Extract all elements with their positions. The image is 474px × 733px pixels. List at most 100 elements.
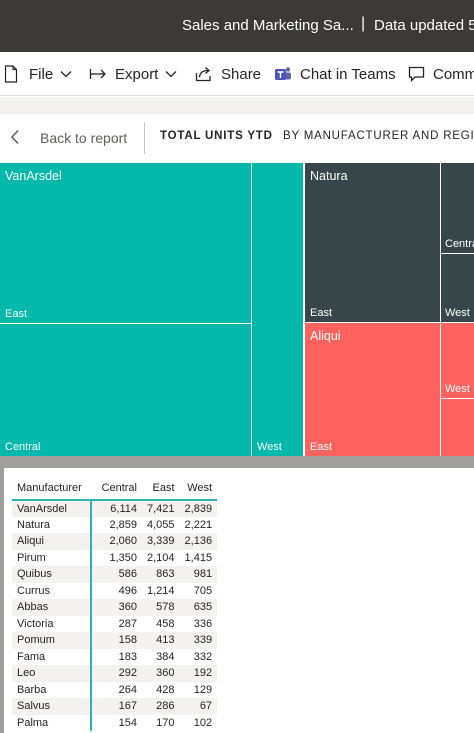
table-row: Currus 496 1,214 705 [12,582,217,599]
export-menu-button[interactable]: Export [89,63,177,85]
value-cell: 129 [193,683,213,696]
treemap-label-aliqui-west: West [445,383,470,395]
visual-title-total-units: TOTAL UNITS YTD [160,130,273,142]
table-row: Pomum 158 413 339 [12,632,218,649]
manufacturer-cell: Leo [12,665,92,682]
nav-divider [144,122,145,154]
manufacturer-cell: Palma [12,714,92,731]
treemap-label-natura-central: Centra [445,238,474,250]
value-cell: 67 [199,700,213,713]
value-cell: 413 [156,634,175,647]
value-cell: 360 [118,601,137,614]
manufacturer-cell: Pirum [12,549,92,566]
value-cell: 2,859 [109,518,137,531]
column-header-manufacturer[interactable]: Manufacturer [17,481,82,494]
treemap-cell-vanarsdel-central[interactable]: Central [0,324,251,456]
value-cell: 167 [118,700,137,713]
treemap-cell-vanarsdel-west[interactable]: West [252,163,303,456]
treemap-label-natura-west: West [445,307,470,319]
back-to-report-label: Back to report [40,130,128,146]
value-cell: 336 [193,617,213,630]
value-cell: 705 [193,584,213,597]
table-row: Natura 2,859 4,055 2,221 [12,516,217,533]
teams-icon [274,65,292,83]
value-cell: 586 [118,568,137,581]
manufacturer-cell: Barba [12,681,92,698]
value-cell: 7,421 [147,502,175,515]
value-cell: 170 [156,716,175,729]
file-label: File [29,65,54,83]
treemap-chart: VanArsdel East Central West Natura East … [0,163,474,456]
manufacturer-cell: Salvus [12,698,92,715]
back-to-report-button[interactable]: Back to report [10,126,127,150]
value-cell: 2,839 [184,502,213,515]
chevron-left-icon [10,129,20,148]
value-cell: 496 [118,584,137,597]
file-menu-button[interactable]: File [4,63,72,85]
value-cell: 635 [193,601,213,614]
treemap-cell-vanarsdel-east[interactable]: VanArsdel East [0,163,251,323]
column-header-east[interactable]: East [152,481,175,494]
value-cell: 2,060 [109,535,137,548]
comment-button[interactable]: Comm [408,63,474,85]
table-row: Palma 154 170 102 [12,714,217,731]
treemap-label-natura-east: East [310,307,333,319]
value-cell: 2,136 [184,535,213,548]
table-row: Salvus 167 286 67 [12,698,218,715]
manufacturer-cell: Currus [12,582,92,599]
table-body: VanArsdel 6,114 7,421 2,839 Natura 2,859 4,055… [12,500,218,731]
treemap-cell-natura-west[interactable]: West [441,254,474,322]
chevron-down-icon [60,70,72,78]
value-cell: 102 [193,716,213,729]
table-row: Abbas 360 578 635 [12,599,218,616]
treemap-cell-aliqui-east[interactable]: Aliqui East [305,323,440,456]
treemap-cell-aliqui-central[interactable] [441,399,474,456]
value-cell: 578 [156,601,175,614]
value-cell: 339 [193,634,213,647]
column-header-west[interactable]: West [187,481,213,494]
treemap-label-aliqui-east: East [310,441,333,453]
manufacturer-cell: Aliqui [12,533,92,550]
treemap-label-aliqui: Aliqui [310,329,341,343]
value-cell: 360 [156,667,175,680]
table-row: Leo 292 360 192 [12,665,218,682]
treemap-label-natura: Natura [310,169,348,183]
value-cell: 183 [118,650,137,663]
table-row: Quibus 586 863 981 [12,566,218,583]
table-header-row: Manufacturer Central East West [12,476,218,500]
chat-in-teams-button[interactable]: Chat in Teams [274,63,396,85]
column-header-central[interactable]: Central [101,481,137,494]
treemap-label-vanarsdel-central: Central [5,441,41,453]
value-cell: 384 [156,650,175,663]
comment-icon [408,66,425,82]
table-row: VanArsdel 6,114 7,421 2,839 [12,500,218,517]
value-cell: 154 [118,716,137,729]
value-cell: 428 [156,683,175,696]
comment-label: Comm [433,65,474,83]
share-button[interactable]: Share [195,63,261,85]
table-row: Pirum 1,350 2,104 1,415 [12,549,217,566]
treemap-label-vanarsdel-east: East [5,308,28,320]
treemap-cell-natura-central[interactable]: Centra [441,163,474,253]
value-cell: 158 [118,634,137,647]
value-cell: 981 [193,568,213,581]
chat-in-teams-label: Chat in Teams [300,65,396,83]
value-cell: 458 [156,617,175,630]
data-table-pane: Manufacturer Central East West VanArsdel… [0,468,474,733]
table-row: Barba 264 428 129 [12,681,217,698]
table-row: Victoria 287 458 336 [12,615,217,632]
treemap-cell-natura-east[interactable]: Natura East [305,163,440,322]
data-updated-label: Data updated 5 [374,17,474,34]
data-table: Manufacturer Central East West VanArsdel… [12,476,218,731]
value-cell: 286 [156,700,175,713]
title-separator: | [361,15,366,32]
value-cell: 292 [118,667,137,680]
treemap-cell-aliqui-west[interactable]: West [441,323,474,398]
toolbar-spacer [0,97,474,114]
action-bar: File Export Share Chat in Teams [0,52,474,96]
file-icon [4,65,18,83]
report-title: Sales and Marketing Sa... [182,17,354,34]
manufacturer-cell: Pomum [12,632,92,649]
manufacturer-cell: VanArsdel [12,500,92,517]
